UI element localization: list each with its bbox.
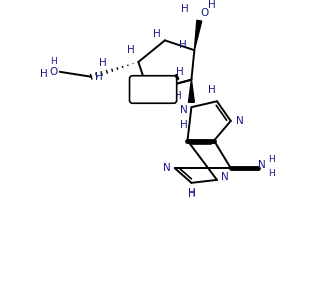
Text: H: H [181,4,189,14]
Polygon shape [194,20,202,50]
Polygon shape [148,75,179,92]
Text: H: H [188,188,195,198]
Text: H: H [99,58,107,68]
Text: H: H [152,82,160,92]
Text: H: H [153,29,161,39]
Text: H: H [174,91,182,101]
Text: H: H [51,57,57,66]
Text: Abs: Abs [145,85,161,94]
Text: H: H [166,75,174,85]
Text: H: H [95,72,103,82]
Polygon shape [189,80,194,102]
Text: H: H [176,67,183,77]
Text: N: N [258,160,266,170]
Text: H: H [269,155,275,164]
Text: H: H [127,45,135,55]
Text: N: N [163,163,171,173]
Text: H: H [269,168,275,178]
Text: N: N [221,172,229,182]
Text: H: H [40,69,48,79]
FancyBboxPatch shape [129,76,177,103]
Text: H: H [188,189,195,199]
Text: H: H [180,120,187,130]
Text: N: N [180,105,187,115]
Text: H: H [208,0,216,10]
Text: O: O [50,67,58,77]
Text: H: H [179,40,186,50]
Text: N: N [236,116,244,126]
Text: H: H [208,86,216,96]
Text: O: O [200,8,208,18]
